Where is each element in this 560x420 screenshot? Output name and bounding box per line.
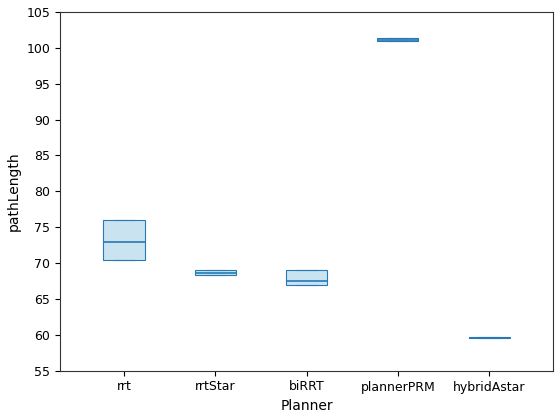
PathPatch shape [195, 270, 236, 276]
PathPatch shape [286, 270, 327, 285]
PathPatch shape [469, 337, 510, 339]
PathPatch shape [104, 220, 144, 260]
PathPatch shape [377, 39, 418, 41]
Y-axis label: pathLength: pathLength [7, 152, 21, 231]
X-axis label: Planner: Planner [280, 399, 333, 413]
